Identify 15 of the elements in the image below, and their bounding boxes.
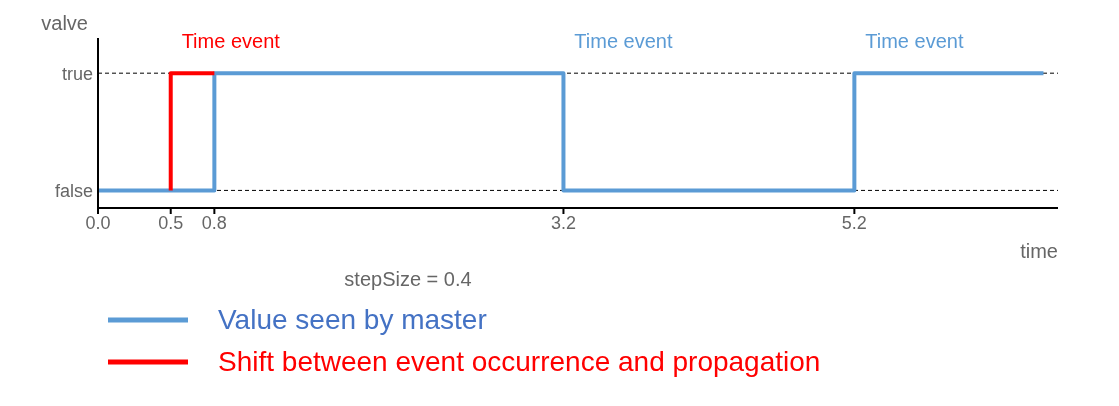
x-tick-label: 0.8 [201,212,227,233]
annotation: Time event [865,30,964,53]
x-axis-title: time [1020,240,1058,262]
legend-label: Shift between event occurrence and propagation [218,346,821,378]
x-tick-label: 3.2 [550,212,576,233]
x-tick-label: 0.0 [85,212,111,233]
ref-line-label: false [54,180,93,201]
y-axis-title: valve [41,12,88,34]
x-tick-label: 0.5 [158,212,184,233]
annotation: Time event [181,30,281,53]
legend-label: Value seen by master [218,304,487,336]
annotation: Time event [574,30,673,53]
text: stepSize = 0.4 [343,268,473,291]
x-tick-label: 5.2 [841,212,867,233]
ref-line-label: true [61,63,93,84]
